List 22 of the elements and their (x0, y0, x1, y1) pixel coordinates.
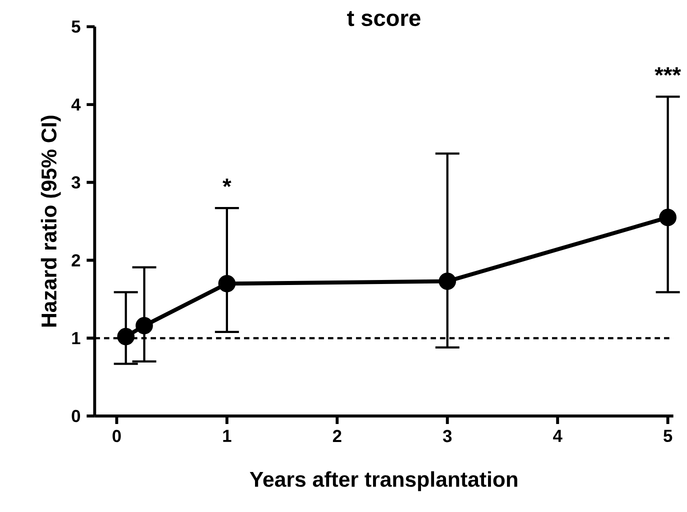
x-tick-label: 5 (664, 430, 672, 442)
point (218, 274, 236, 292)
x-tick-label: 0 (112, 430, 121, 442)
point (117, 328, 135, 346)
point (659, 208, 676, 226)
point (438, 272, 456, 290)
annotation: *** (654, 67, 682, 76)
chart-title: t score (347, 11, 420, 26)
y-tick-label: 4 (71, 98, 81, 110)
y-tick-label: 2 (72, 254, 80, 266)
y-tick-label: 5 (72, 20, 80, 33)
x-tick-label: 4 (553, 430, 562, 442)
x-tick-label: 1 (223, 430, 232, 442)
x-tick-label: 2 (332, 430, 342, 442)
annotation: * (222, 178, 232, 188)
x-tick-label: 3 (442, 430, 452, 442)
y-axis-title: Hazard ratio (95% CI) (40, 116, 61, 327)
y-tick-label: 0 (72, 410, 80, 422)
x-axis-title: Years after transplantation (250, 471, 518, 492)
y-tick-label: 3 (72, 176, 80, 189)
point (136, 317, 153, 334)
y-tick-label: 1 (72, 332, 80, 344)
